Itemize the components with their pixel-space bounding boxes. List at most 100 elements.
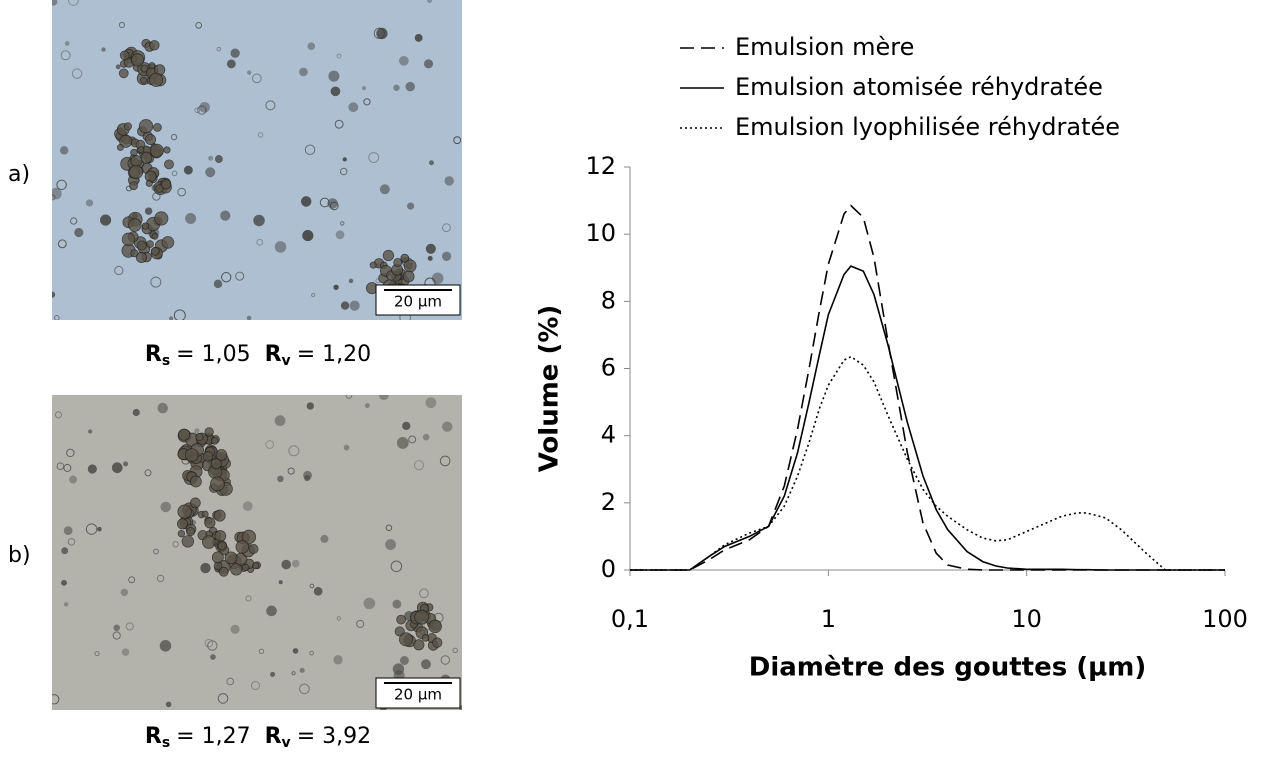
x-tick-label: 10 [1011, 605, 1042, 633]
droplet-cluster [369, 261, 377, 269]
droplet [333, 655, 343, 665]
droplet [177, 187, 186, 197]
droplet [444, 176, 454, 186]
droplet [368, 152, 380, 164]
droplet [313, 586, 323, 596]
droplet [392, 599, 402, 609]
droplet [342, 157, 347, 162]
droplet [348, 278, 354, 284]
droplet [349, 300, 360, 311]
droplet-cluster [210, 476, 225, 492]
droplet [210, 654, 216, 660]
droplet [299, 67, 308, 77]
scale-bar-label: 20 µm [394, 686, 442, 704]
droplet [185, 213, 197, 225]
droplet [274, 241, 287, 253]
droplet [204, 638, 214, 648]
droplet [118, 21, 126, 29]
droplet [291, 671, 296, 676]
droplet [291, 559, 300, 568]
droplet [94, 650, 100, 657]
droplet [123, 461, 129, 467]
subscript: v [282, 353, 291, 369]
droplet [378, 395, 389, 401]
droplet-cluster [421, 634, 430, 642]
droplet [61, 579, 67, 586]
x-axis-title: Diamètre des gouttes (µm) [749, 653, 1146, 683]
droplet [88, 429, 93, 434]
droplet [270, 671, 276, 677]
droplet [427, 255, 433, 261]
droplet [414, 33, 423, 42]
droplet [52, 187, 62, 200]
caption: Rs = 1,05 Rv = 1,20 [145, 342, 371, 369]
droplet [441, 251, 452, 261]
droplet [393, 84, 400, 91]
droplet [442, 223, 451, 233]
droplet [200, 562, 211, 574]
droplet-cluster [118, 68, 129, 79]
droplet [300, 196, 312, 207]
droplet [250, 680, 261, 691]
droplet-cluster [217, 541, 227, 551]
symbol: R [145, 342, 162, 367]
droplet [63, 526, 73, 535]
droplet [197, 105, 207, 115]
droplet [53, 315, 60, 320]
droplet [144, 207, 153, 215]
droplet [121, 648, 130, 656]
droplet-cluster [130, 53, 145, 67]
symbol: R [265, 342, 282, 367]
droplet [364, 403, 370, 408]
droplet-cluster [248, 544, 259, 554]
y-tick-label: 6 [601, 354, 616, 382]
droplet [101, 47, 106, 52]
droplet [356, 619, 365, 628]
panel-label: b) [8, 543, 31, 568]
droplet-cluster [144, 133, 157, 146]
x-tick-label: 100 [1202, 605, 1248, 633]
droplet [235, 271, 245, 281]
droplet [420, 659, 431, 670]
droplet [258, 648, 265, 655]
droplet-cluster [148, 62, 156, 70]
value: = 1,27 [176, 724, 250, 749]
droplet [257, 132, 264, 138]
series-line [630, 265, 1225, 571]
droplet [413, 460, 424, 471]
droplet [362, 86, 367, 91]
value: = 3,92 [297, 724, 371, 749]
droplet-cluster [128, 218, 142, 232]
droplet [277, 475, 284, 483]
droplet [423, 59, 434, 69]
droplet-cluster [140, 64, 149, 73]
droplet-cluster [215, 449, 228, 461]
droplet [407, 202, 415, 210]
droplet [396, 437, 409, 449]
value: = 1,20 [297, 342, 371, 367]
droplet [173, 309, 186, 320]
droplet-cluster [161, 236, 175, 249]
droplet [390, 560, 403, 573]
droplet-cluster [413, 639, 425, 651]
droplet-cluster [195, 433, 204, 442]
droplet [56, 179, 67, 191]
droplet-cluster [146, 240, 154, 248]
droplet [398, 56, 409, 66]
droplet-cluster [178, 428, 191, 441]
droplet [59, 146, 69, 155]
droplet [115, 64, 121, 70]
droplet [132, 408, 140, 417]
droplet [221, 272, 232, 283]
droplet [56, 462, 65, 470]
droplet [453, 136, 462, 145]
value: = 1,05 [176, 342, 250, 367]
droplet [150, 276, 162, 288]
droplet-cluster [230, 563, 243, 576]
droplet [302, 230, 314, 242]
droplet [339, 167, 348, 176]
y-axis-title: Volume (%) [535, 305, 565, 473]
droplet [172, 541, 179, 548]
droplet-cluster [138, 119, 154, 134]
droplet [111, 462, 123, 474]
